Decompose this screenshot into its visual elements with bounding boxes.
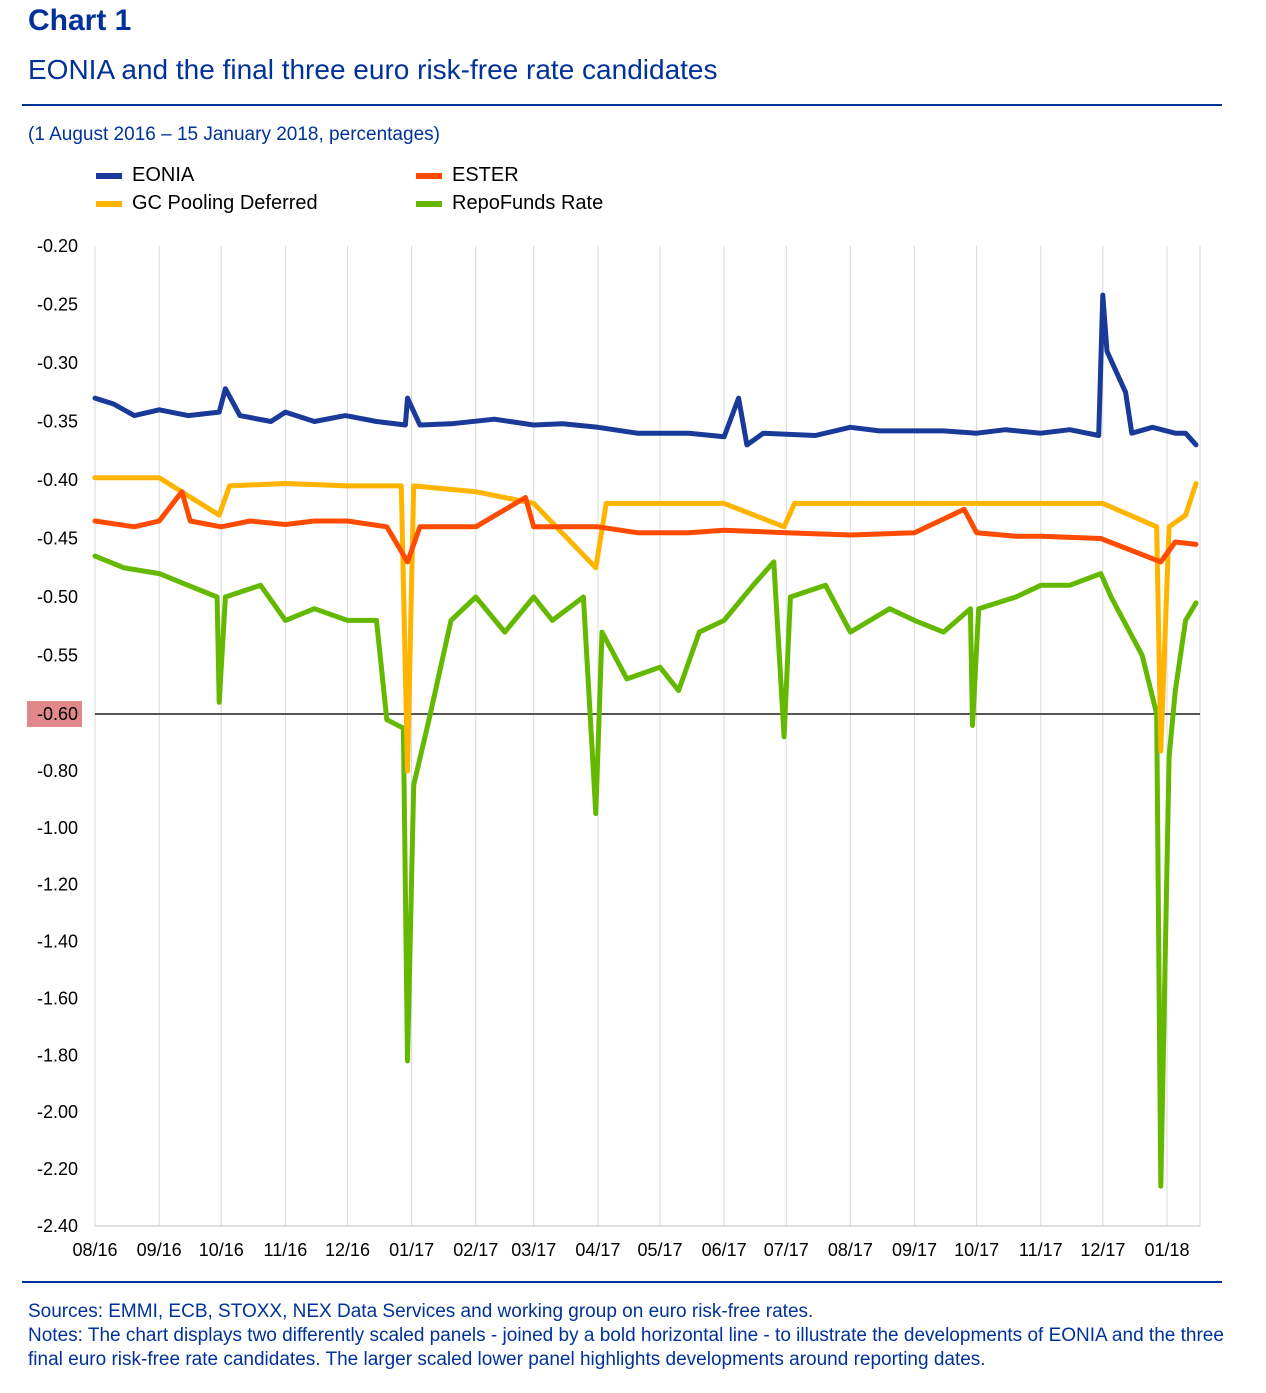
y-tick-label: -0.20 (37, 236, 78, 256)
series-line-gc-pooling-deferred (92, 475, 1199, 774)
chart-title: EONIA and the final three euro risk-free… (28, 54, 718, 85)
y-tick-label: -0.60 (37, 704, 78, 724)
x-tick-label: 01/17 (389, 1240, 434, 1260)
legend-item-ester: ESTER (416, 164, 519, 187)
x-tick-label: 09/17 (892, 1240, 937, 1260)
series-line-eonia (92, 292, 1199, 448)
legend-label-repofunds: RepoFunds Rate (452, 192, 604, 214)
line-chart: -0.20 -0.25 -0.30 -0.35 -0.40 -0.45 -0.50 -0.55… (27, 236, 1201, 1260)
x-tick-label: 04/17 (575, 1240, 620, 1260)
y-tick-label: -2.40 (37, 1216, 78, 1236)
y-tick-label: -1.20 (37, 875, 78, 895)
x-tick-label: 12/17 (1080, 1240, 1125, 1260)
sources-note: Sources: EMMI, ECB, STOXX, NEX Data Serv… (28, 1301, 814, 1322)
y-tick-label: -2.00 (37, 1102, 78, 1122)
y-tick-label: -1.00 (37, 818, 78, 838)
x-tick-label: 09/16 (137, 1240, 182, 1260)
series-lines (92, 292, 1199, 1189)
x-tick-label: 01/18 (1144, 1240, 1189, 1260)
grid-lines (94, 246, 1201, 1227)
x-tick-label: 11/16 (264, 1240, 308, 1260)
break-label-highlight (27, 701, 82, 727)
x-tick-label: 07/17 (764, 1240, 809, 1260)
legend-item-repofunds: RepoFunds Rate (416, 192, 603, 215)
legend-swatch-ester (416, 172, 442, 179)
legend-item-eonia: EONIA (96, 164, 194, 187)
header-rule (22, 104, 1222, 106)
series-line-ester (92, 489, 1199, 565)
x-tick-label: 02/17 (453, 1240, 498, 1260)
y-tick-label: -0.50 (37, 587, 78, 607)
x-tick-labels: 08/16 09/16 10/16 11/16 12/16 01/17 02/17 03/17… (72, 1240, 1189, 1260)
x-tick-label: 05/17 (637, 1240, 682, 1260)
x-tick-label: 11/17 (1019, 1240, 1063, 1260)
y-tick-label: -0.30 (37, 353, 78, 373)
y-tick-label: -0.25 (37, 295, 78, 315)
y-tick-label: -1.40 (37, 932, 78, 952)
y-tick-label: -1.80 (37, 1045, 78, 1065)
legend-label-gc-pooling: GC Pooling Deferred (132, 192, 318, 214)
y-tick-label: -0.45 (37, 529, 78, 549)
x-tick-label: 08/17 (828, 1240, 873, 1260)
y-tick-label: -0.35 (37, 412, 78, 432)
x-tick-label: 08/16 (72, 1240, 117, 1260)
x-tick-label: 12/16 (325, 1240, 370, 1260)
y-tick-label: -1.60 (37, 988, 78, 1008)
footer-rule (22, 1281, 1222, 1283)
notes-text: Notes: The chart displays two differentl… (28, 1325, 1224, 1370)
legend-swatch-eonia (96, 172, 122, 179)
x-tick-label: 03/17 (511, 1240, 556, 1260)
y-tick-label: -0.80 (37, 761, 78, 781)
chart-subtitle: (1 August 2016 – 15 January 2018, percen… (28, 124, 440, 145)
y-tick-label: -0.55 (37, 646, 78, 666)
footer: Sources: EMMI, ECB, STOXX, NEX Data Serv… (28, 1300, 1228, 1372)
legend-label-eonia: EONIA (132, 164, 195, 186)
y-tick-label: -2.20 (37, 1159, 78, 1179)
chart-label: Chart 1 (28, 4, 132, 37)
legend-label-ester: ESTER (452, 164, 519, 186)
x-tick-label: 10/16 (199, 1240, 244, 1260)
legend-item-gc-pooling: GC Pooling Deferred (96, 192, 318, 215)
y-tick-labels: -0.20 -0.25 -0.30 -0.35 -0.40 -0.45 -0.50 -0.55… (27, 236, 82, 1236)
legend-swatch-gc-pooling (96, 200, 122, 207)
x-tick-label: 06/17 (702, 1240, 747, 1260)
y-tick-label: -0.40 (37, 470, 78, 490)
series-line-repofunds-rate (92, 553, 1199, 1189)
legend-swatch-repofunds (416, 200, 442, 207)
x-tick-label: 10/17 (954, 1240, 999, 1260)
